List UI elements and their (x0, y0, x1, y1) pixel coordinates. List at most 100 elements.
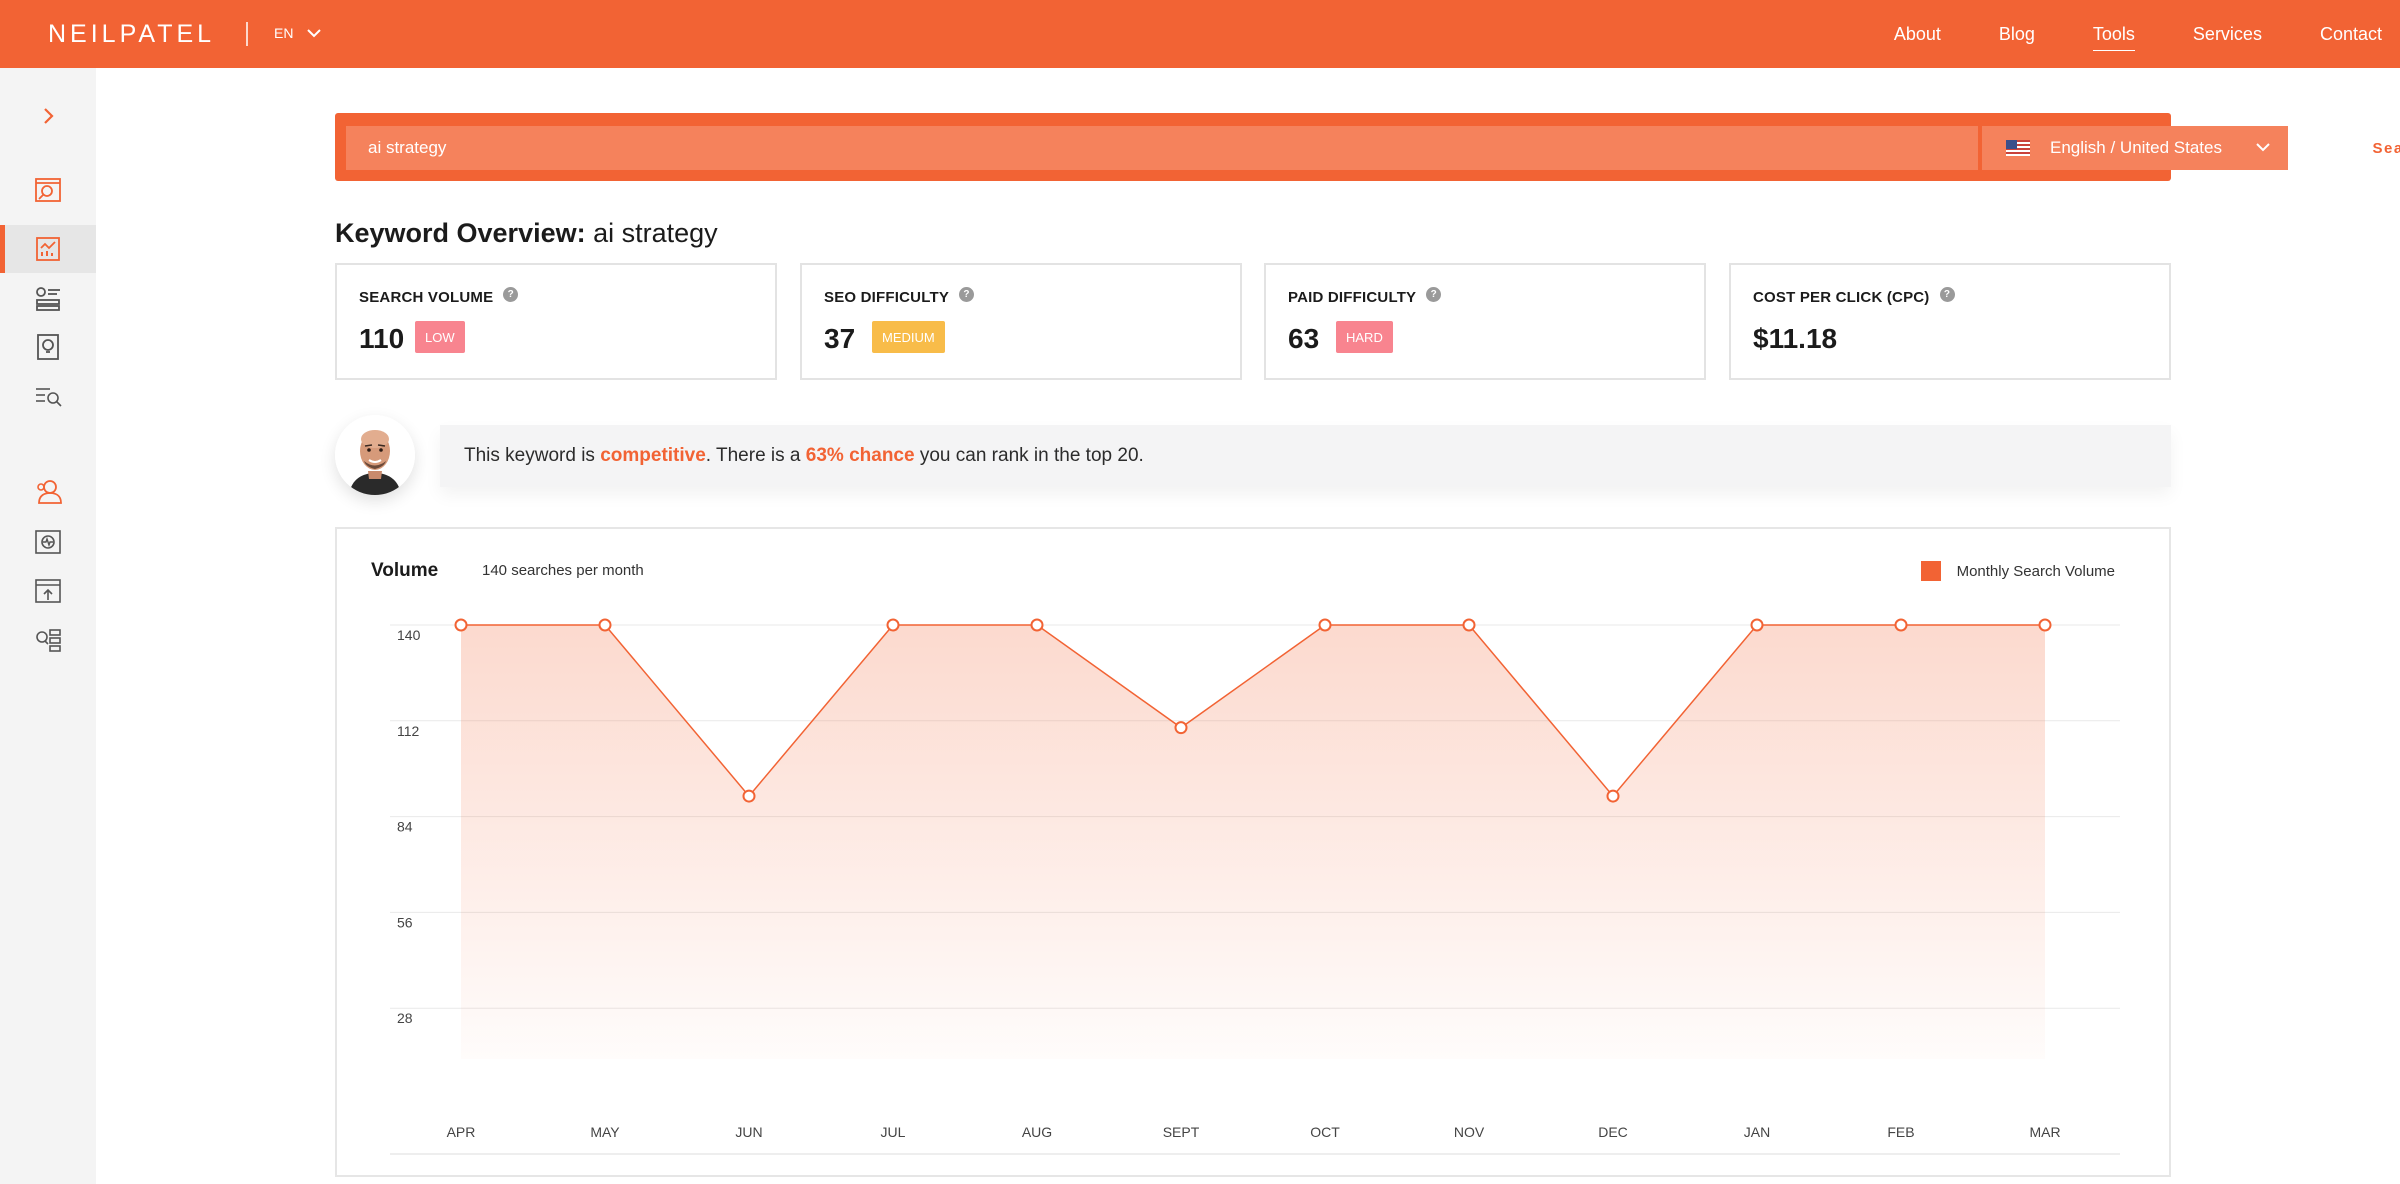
keyword-ideas-icon (36, 287, 60, 311)
status-badge: LOW (415, 321, 465, 353)
metric-label-wrap: PAID DIFFICULTY ? (1288, 287, 1442, 306)
nav-blog[interactable]: Blog (1998, 23, 2035, 44)
metric-label-wrap: COST PER CLICK (CPC) ? (1753, 287, 1955, 306)
help-icon[interactable]: ? (959, 287, 975, 302)
page-title-label: Keyword Overview: (335, 218, 586, 248)
x-tick-label: SEPT (1163, 1124, 1200, 1140)
sidebar-item-traffic-analyzer[interactable] (0, 166, 96, 214)
sidebar-expand-button[interactable] (0, 92, 96, 140)
series-area (461, 625, 2045, 1059)
y-tick-label: 140 (397, 627, 421, 643)
x-tick-label: OCT (1310, 1124, 1340, 1140)
insight-part3: you can rank in the top 20. (914, 445, 1144, 466)
metric-label-wrap: SEARCH VOLUME ? (359, 287, 519, 306)
metric-value: 110 (359, 323, 405, 354)
sidebar-item-keyword-ideas[interactable] (0, 274, 96, 322)
help-icon[interactable]: ? (1939, 287, 1955, 302)
sidebar (0, 68, 96, 1184)
data-point-aug (1030, 618, 1044, 632)
data-point-sept (1174, 721, 1188, 735)
metric-card-paid-difficulty: PAID DIFFICULTY ? 63 HARD (1264, 263, 1706, 380)
data-point-mar (2038, 618, 2052, 632)
x-tick-label: FEB (1887, 1124, 1914, 1140)
chevron-down-icon (2256, 143, 2270, 152)
sidebar-item-competitors[interactable] (0, 467, 96, 515)
x-tick-label: AUG (1022, 1124, 1052, 1140)
language-switcher[interactable]: EN (274, 25, 322, 41)
volume-area-chart: 28 56 84 112 140 APR MAY JUN JUL AUG SEPT OCT NOV DEC… (390, 618, 2120, 1155)
nav-contact[interactable]: Contact (2319, 23, 2382, 44)
volume-chart-panel: Volume 140 searches per month Monthly Se… (335, 527, 2171, 1177)
chart-subtitle: 140 searches per month (482, 562, 644, 579)
chevron-right-icon (44, 108, 54, 124)
page-title-keyword: ai strategy (593, 218, 718, 248)
y-tick-label: 56 (397, 914, 413, 930)
keyword-search-input[interactable] (346, 126, 1978, 170)
nav-about[interactable]: About (1893, 23, 1941, 44)
data-point-oct (1318, 618, 1332, 632)
insight-highlight-competitive: competitive (600, 445, 706, 466)
data-point-jun (742, 789, 756, 803)
logo-divider (246, 22, 248, 46)
competitor-icon (37, 480, 62, 504)
legend-swatch (1920, 561, 1941, 581)
legend-label: Monthly Search Volume (1956, 562, 2115, 580)
main-menu: About Blog Tools Services Contact (1836, 0, 2382, 68)
avatar (335, 415, 415, 495)
x-tick-label: MAR (2029, 1124, 2060, 1140)
status-badge: HARD (1336, 321, 1393, 353)
x-tick-label: JAN (1744, 1124, 1770, 1140)
metric-label: PAID DIFFICULTY (1288, 289, 1417, 306)
insight-highlight-chance: 63% chance (805, 445, 915, 466)
chevron-down-icon (307, 29, 322, 38)
language-location-select[interactable]: English / United States (1982, 126, 2288, 170)
y-tick-label: 84 (397, 819, 413, 835)
chart-legend: Monthly Search Volume (1920, 561, 2115, 581)
help-icon[interactable]: ? (503, 287, 519, 302)
nav-tools[interactable]: Tools (2092, 23, 2135, 51)
logo[interactable]: NEILPATEL (48, 20, 216, 48)
x-tick-label: JUN (735, 1124, 762, 1140)
metric-label-wrap: SEO DIFFICULTY ? (824, 287, 975, 306)
backlinks-icon (35, 579, 61, 603)
x-tick-label: JUL (881, 1124, 906, 1140)
sidebar-item-content-ideas[interactable] (0, 323, 96, 371)
x-tick-label: DEC (1598, 1124, 1628, 1140)
sidebar-item-keyword-search[interactable] (0, 372, 96, 420)
page-title: Keyword Overview: ai strategy (335, 218, 718, 249)
keyword-overview-icon (36, 237, 60, 261)
metric-card-search-volume: SEARCH VOLUME ? 110 LOW (335, 263, 777, 380)
insight-part2: . There is a (705, 445, 806, 466)
metric-card-cpc: COST PER CLICK (CPC) ? $11.18 (1729, 263, 2171, 380)
search-button[interactable]: Search (2311, 126, 2400, 170)
data-point-feb (1894, 618, 1908, 632)
x-tick-label: APR (447, 1124, 476, 1140)
status-badge: MEDIUM (872, 321, 945, 353)
help-icon[interactable]: ? (1426, 287, 1442, 302)
content-ideas-icon (37, 334, 59, 360)
chart-title: Volume (371, 560, 439, 581)
data-point-apr (454, 618, 468, 632)
y-tick-label: 28 (397, 1010, 413, 1026)
series-line (461, 624, 2045, 798)
metric-value: $11.18 (1753, 323, 1838, 354)
sidebar-item-site-audit[interactable] (0, 518, 96, 566)
insight-part1: This keyword is (464, 445, 601, 466)
top-navigation: NEILPATEL EN About Blog Tools Services C… (0, 0, 2400, 68)
list-search-icon (36, 388, 62, 407)
data-point-jan (1750, 618, 1764, 632)
metric-value: 63 (1288, 323, 1320, 354)
site-audit-icon (35, 530, 61, 554)
sidebar-item-keyword-overview[interactable] (0, 225, 96, 273)
sidebar-item-backlinks[interactable] (0, 567, 96, 615)
report-search-icon (35, 178, 61, 202)
metric-card-seo-difficulty: SEO DIFFICULTY ? 37 MEDIUM (800, 263, 1242, 380)
us-flag-icon (2006, 140, 2030, 156)
metric-label: SEO DIFFICULTY (824, 289, 950, 306)
nav-services[interactable]: Services (2192, 23, 2262, 44)
data-point-may (598, 618, 612, 632)
sidebar-item-keyword-lists[interactable] (0, 616, 96, 664)
language-location-value: English / United States (2050, 138, 2222, 157)
insight-text: This keyword is competitive. There is a … (464, 445, 1144, 467)
metric-label: SEARCH VOLUME (359, 289, 494, 306)
